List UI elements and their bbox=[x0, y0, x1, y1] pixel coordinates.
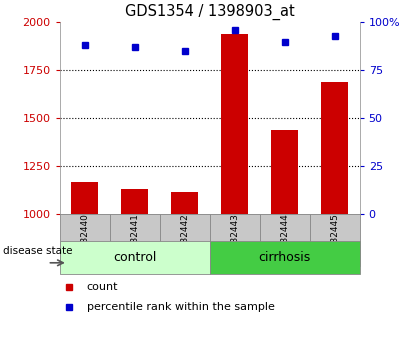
Text: percentile rank within the sample: percentile rank within the sample bbox=[87, 302, 275, 312]
Text: GSM32440: GSM32440 bbox=[80, 213, 89, 262]
Bar bbox=[260, 214, 309, 266]
Title: GDS1354 / 1398903_at: GDS1354 / 1398903_at bbox=[125, 3, 295, 20]
Bar bbox=[321, 82, 349, 214]
Text: GSM32445: GSM32445 bbox=[330, 213, 339, 262]
Text: cirrhosis: cirrhosis bbox=[259, 252, 311, 264]
Bar bbox=[309, 214, 360, 266]
Bar bbox=[71, 182, 98, 214]
Text: GSM32442: GSM32442 bbox=[180, 213, 189, 262]
Bar bbox=[210, 214, 260, 266]
Text: GSM32441: GSM32441 bbox=[130, 213, 139, 262]
Text: count: count bbox=[87, 282, 118, 292]
Bar bbox=[110, 214, 159, 266]
Text: GSM32443: GSM32443 bbox=[230, 213, 239, 262]
Bar bbox=[159, 214, 210, 266]
Bar bbox=[210, 241, 360, 274]
Bar bbox=[121, 189, 148, 214]
Bar bbox=[60, 241, 210, 274]
Text: disease state: disease state bbox=[2, 246, 72, 256]
Text: control: control bbox=[113, 252, 156, 264]
Bar bbox=[271, 130, 298, 214]
Bar bbox=[171, 192, 199, 214]
Text: GSM32444: GSM32444 bbox=[280, 213, 289, 262]
Bar bbox=[60, 214, 110, 266]
Bar bbox=[221, 34, 248, 214]
